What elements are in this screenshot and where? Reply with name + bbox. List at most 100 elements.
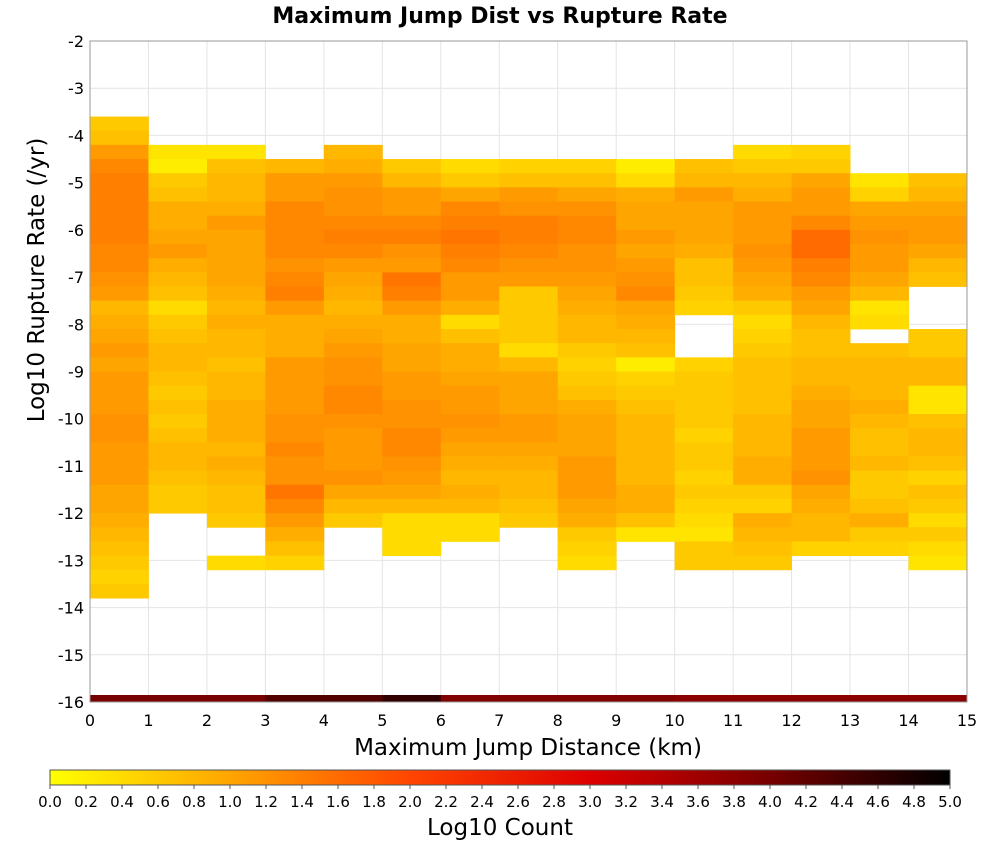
heatmap-cell <box>557 513 617 528</box>
heatmap-cell <box>148 201 208 217</box>
heatmap-cell <box>557 498 617 514</box>
heatmap-cell <box>850 413 909 429</box>
heatmap-cell <box>323 442 383 457</box>
heatmap-cell <box>557 300 617 316</box>
heatmap-cell <box>733 456 792 472</box>
heatmap-cell <box>323 187 383 202</box>
heatmap-cell <box>265 201 325 217</box>
heatmap-cell <box>616 343 676 358</box>
heatmap-cell <box>557 173 617 188</box>
heatmap-cell <box>148 498 208 514</box>
heatmap-cell <box>206 286 266 302</box>
heatmap-cell <box>557 244 617 259</box>
heatmap-cell <box>148 329 208 344</box>
plot-frame <box>89 40 968 703</box>
y-tick-label: -14 <box>58 599 84 618</box>
heatmap-cell <box>791 385 851 401</box>
heatmap-cell <box>616 428 676 443</box>
heatmap-cell <box>733 144 792 160</box>
heatmap-cell <box>382 159 442 174</box>
heatmap-cell <box>206 484 266 500</box>
heatmap-cell <box>90 470 149 486</box>
heatmap-cell <box>440 413 500 429</box>
heatmap-cell <box>733 470 792 486</box>
heatmap-cell <box>908 555 968 571</box>
colorbar-tick-label: 0.4 <box>110 793 134 811</box>
colorbar-tick-label: 3.8 <box>722 793 746 811</box>
heatmap-cell <box>733 215 792 231</box>
heatmap-cell <box>791 456 851 472</box>
heatmap-cell <box>557 357 617 372</box>
heatmap-cell <box>791 258 851 273</box>
heatmap-cell <box>733 413 792 429</box>
colorbar-tick-label: 1.6 <box>326 793 350 811</box>
colorbar-tick-label: 4.2 <box>794 793 818 811</box>
heatmap-cell <box>265 555 325 571</box>
y-tick-label: -2 <box>68 32 84 51</box>
colorbar <box>49 769 951 786</box>
colorbar-tick-label: 4.4 <box>830 793 854 811</box>
colorbar-tick-label: 0.6 <box>146 793 170 811</box>
heatmap-cell <box>148 215 208 231</box>
heatmap-cell <box>440 244 500 259</box>
heatmap-cell <box>499 442 559 457</box>
heatmap-cell <box>908 187 968 202</box>
heatmap-cell <box>791 272 851 287</box>
heatmap-cell <box>90 555 149 571</box>
heatmap-cell <box>382 173 442 188</box>
heatmap-cell <box>206 272 266 287</box>
heatmap-cell <box>440 215 500 231</box>
heatmap-cell <box>323 470 383 486</box>
heatmap-cell <box>440 229 500 245</box>
heatmap-cell <box>90 201 149 217</box>
heatmap-cell <box>674 484 734 500</box>
heatmap-cell <box>90 173 149 188</box>
heatmap-cell <box>850 300 909 316</box>
heatmap-cell <box>908 413 968 429</box>
bottom-strip-cell <box>265 695 383 702</box>
heatmap-cell <box>206 187 266 202</box>
colorbar-tick-label: 1.8 <box>362 793 386 811</box>
heatmap-cell <box>908 541 968 557</box>
heatmap-cell <box>616 456 676 472</box>
colorbar-tick-label: 2.8 <box>542 793 566 811</box>
heatmap-cell <box>90 569 149 585</box>
heatmap-cell <box>733 498 792 514</box>
heatmap-cell <box>206 385 266 401</box>
heatmap-cell <box>440 343 500 358</box>
heatmap-cell <box>674 442 734 457</box>
heatmap-cell <box>557 413 617 429</box>
heatmap-cell <box>499 513 559 528</box>
heatmap-cell <box>908 385 968 401</box>
heatmap-cell <box>616 215 676 231</box>
heatmap-cell <box>850 229 909 245</box>
heatmap-cell <box>850 385 909 401</box>
heatmap-cell <box>850 456 909 472</box>
x-tick-label: 14 <box>898 711 918 730</box>
heatmap-cell <box>206 215 266 231</box>
heatmap-cell <box>382 456 442 472</box>
heatmap-cell <box>499 244 559 259</box>
heatmap-cell <box>733 371 792 387</box>
heatmap-cell <box>440 470 500 486</box>
heatmap-cell <box>674 527 734 542</box>
heatmap-cell <box>791 498 851 514</box>
heatmap-cell <box>323 300 383 316</box>
heatmap-cell <box>206 513 266 528</box>
heatmap-cell <box>90 116 149 132</box>
heatmap-cell <box>265 187 325 202</box>
heatmap-cell <box>382 498 442 514</box>
heatmap-cell <box>206 456 266 472</box>
heatmap-cell <box>148 258 208 273</box>
heatmap-cell <box>206 357 266 372</box>
heatmap-cell <box>440 484 500 500</box>
heatmap-cell <box>440 201 500 217</box>
heatmap-cell <box>616 244 676 259</box>
heatmap-cell <box>733 399 792 415</box>
heatmap-cell <box>265 258 325 273</box>
heatmap-cell <box>323 343 383 358</box>
heatmap-cell <box>908 371 968 387</box>
heatmap-cell <box>323 484 383 500</box>
bottom-strip <box>90 695 968 702</box>
heatmap-cell <box>382 428 442 443</box>
